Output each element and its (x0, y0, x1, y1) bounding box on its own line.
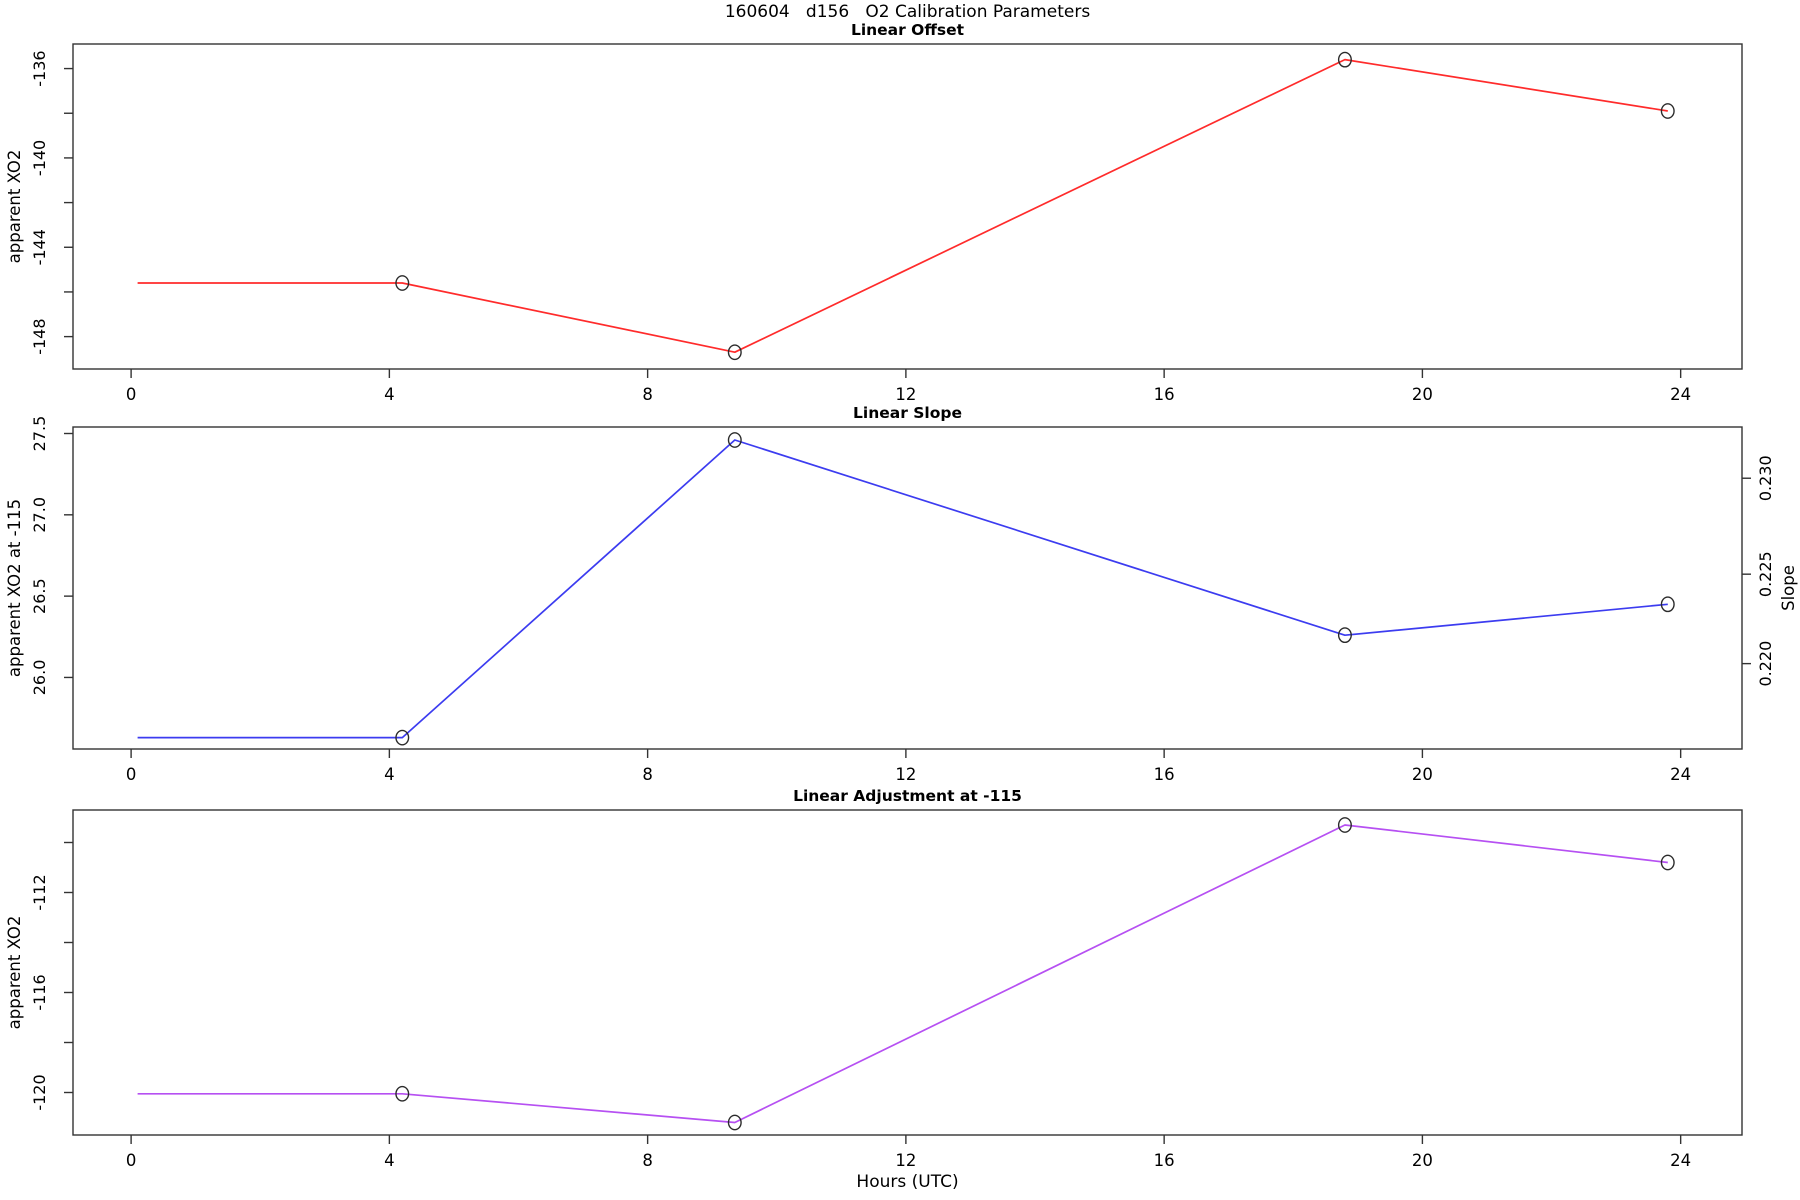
data-line (137, 824, 1668, 1124)
data-point-marker (395, 729, 410, 746)
tick-label: -116 (30, 974, 49, 1010)
data-point-marker (727, 1114, 742, 1131)
tick-label: -120 (30, 1074, 49, 1110)
x-tick-label: 24 (1670, 1151, 1691, 1170)
tick-label: 0.225 (1756, 551, 1775, 597)
x-tick-label: 16 (1154, 1151, 1175, 1170)
panel-linear-slope: Linear Slope apparent XO2 at -115 27.5 27.0… (5, 404, 1798, 784)
tick-label: -148 (30, 318, 49, 354)
x-tick-label: 0 (126, 1151, 137, 1170)
tick-label: -140 (30, 140, 49, 176)
data-line (137, 58, 1668, 354)
x-tick-label: 4 (384, 765, 395, 784)
panel-title: Linear Adjustment at -115 (793, 787, 1022, 805)
tick-label: -112 (30, 874, 49, 910)
x-tick-label: 12 (895, 385, 916, 404)
x-tick-label: 16 (1154, 385, 1175, 404)
x-tick-label: 8 (642, 1151, 653, 1170)
tick-label: 27.5 (30, 416, 49, 452)
data-point-marker (1337, 817, 1352, 833)
plot-border (72, 809, 1743, 1136)
data-point-marker (1660, 596, 1675, 613)
x-tick-label: 20 (1412, 1151, 1433, 1170)
x-tick-label: 0 (126, 765, 137, 784)
y-axis-label: apparent XO2 (5, 150, 24, 264)
x-tick-label: 8 (642, 765, 653, 784)
tick-label: 0.230 (1756, 455, 1775, 501)
x-tick-label: 12 (895, 765, 916, 784)
tick-label: 26.5 (30, 578, 49, 614)
y-axis-label: apparent XO2 at -115 (5, 499, 24, 677)
x-axis-label: Hours (UTC) (856, 1172, 959, 1192)
panel-linear-adjustment-at-115: Linear Adjustment at -115 apparent XO2 -11… (5, 787, 1743, 1170)
panel-title: Linear Offset (851, 21, 965, 39)
tick-label: 26.0 (30, 660, 49, 696)
tick-label: 0.220 (1756, 641, 1775, 687)
x-tick-label: 20 (1412, 385, 1433, 404)
data-line (137, 439, 1668, 739)
x-tick-label: 8 (642, 385, 653, 404)
x-tick-label: 16 (1154, 765, 1175, 784)
page-title: 160604 d156 O2 Calibration Parameters (724, 2, 1091, 22)
y-axis-label: apparent XO2 (5, 916, 24, 1030)
data-point-marker (1660, 854, 1675, 871)
data-point-marker (727, 344, 742, 361)
data-point-marker (1337, 51, 1352, 68)
data-point-marker (1337, 627, 1352, 644)
data-point-marker (395, 275, 410, 291)
x-tick-label: 24 (1670, 765, 1691, 784)
data-point-marker (395, 1085, 410, 1102)
x-tick-label: 20 (1412, 765, 1433, 784)
panel-linear-offset: Linear Offset apparent XO2 -136 -140 -144 -14… (5, 21, 1743, 404)
x-tick-label: 4 (384, 385, 395, 404)
plot-border (72, 43, 1743, 370)
panel-title: Linear Slope (853, 404, 962, 422)
tick-label: -144 (30, 229, 49, 265)
x-tick-label: 0 (126, 385, 137, 404)
tick-label: -136 (30, 50, 49, 86)
data-point-marker (1660, 103, 1675, 119)
x-tick-label: 12 (895, 1151, 916, 1170)
tick-label: 27.0 (30, 497, 49, 533)
data-point-marker (727, 432, 742, 448)
x-tick-label: 4 (384, 1151, 395, 1170)
plot-border (72, 426, 1743, 750)
right-y-axis-label: Slope (1779, 565, 1798, 611)
x-tick-label: 24 (1670, 385, 1691, 404)
